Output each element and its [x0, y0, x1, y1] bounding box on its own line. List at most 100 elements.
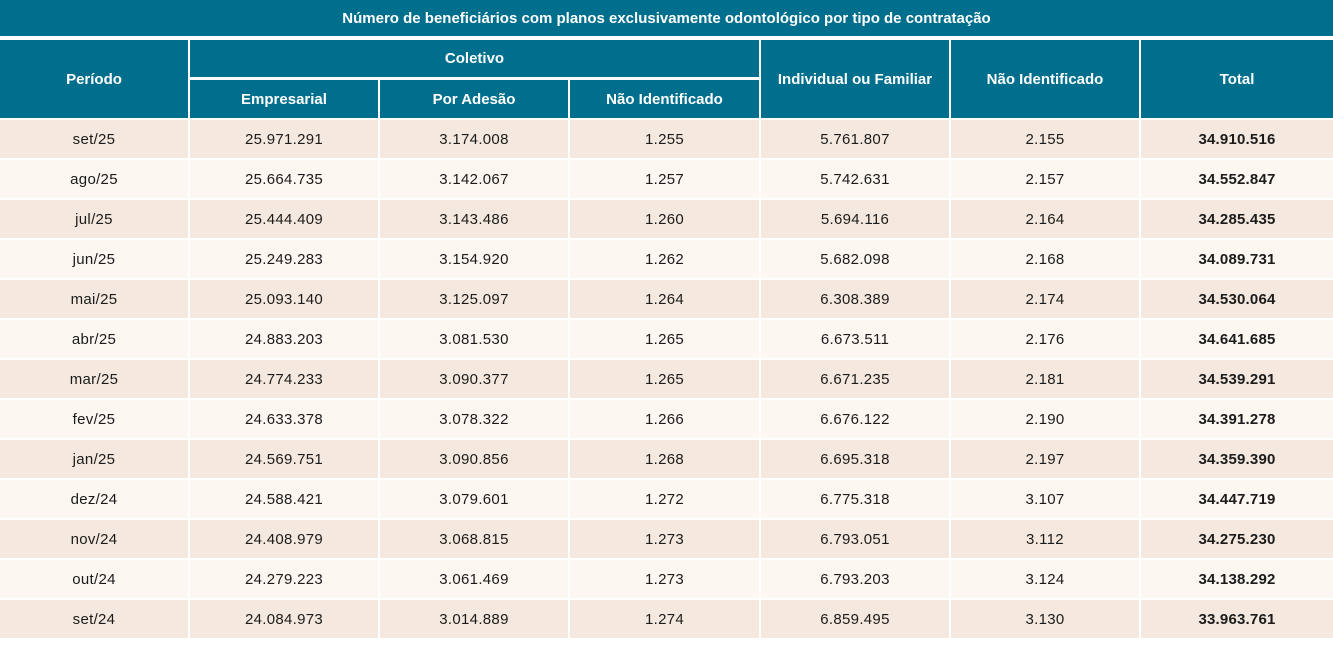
- cell-coletivo-empresarial: 24.084.973: [190, 600, 380, 640]
- cell-coletivo-nao-identificado: 1.257: [570, 160, 761, 200]
- col-header-coletivo-por-adesao: Por Adesão: [380, 80, 570, 120]
- cell-nao-identificado: 2.174: [951, 280, 1141, 320]
- table-row: out/24 24.279.223 3.061.469 1.273 6.793.203 3…: [0, 560, 1333, 600]
- cell-period: fev/25: [0, 400, 190, 440]
- table-row: ago/25 25.664.735 3.142.067 1.257 5.742.631 2…: [0, 160, 1333, 200]
- cell-coletivo-nao-identificado: 1.255: [570, 120, 761, 160]
- cell-total: 34.359.390: [1141, 440, 1333, 480]
- cell-coletivo-empresarial: 25.093.140: [190, 280, 380, 320]
- cell-total: 34.285.435: [1141, 200, 1333, 240]
- col-header-coletivo-group: Coletivo: [190, 40, 761, 80]
- cell-period: mai/25: [0, 280, 190, 320]
- cell-period: mar/25: [0, 360, 190, 400]
- cell-coletivo-empresarial: 24.774.233: [190, 360, 380, 400]
- cell-total: 34.275.230: [1141, 520, 1333, 560]
- cell-coletivo-nao-identificado: 1.272: [570, 480, 761, 520]
- cell-total: 33.963.761: [1141, 600, 1333, 640]
- cell-coletivo-por-adesao: 3.061.469: [380, 560, 570, 600]
- cell-coletivo-por-adesao: 3.142.067: [380, 160, 570, 200]
- cell-nao-identificado: 3.107: [951, 480, 1141, 520]
- cell-total: 34.391.278: [1141, 400, 1333, 440]
- cell-coletivo-nao-identificado: 1.265: [570, 320, 761, 360]
- cell-nao-identificado: 2.168: [951, 240, 1141, 280]
- title-row: Número de beneficiários com planos exclu…: [0, 0, 1333, 40]
- cell-individual-ou-familiar: 6.308.389: [761, 280, 951, 320]
- cell-nao-identificado: 2.155: [951, 120, 1141, 160]
- cell-coletivo-por-adesao: 3.014.889: [380, 600, 570, 640]
- cell-total: 34.530.064: [1141, 280, 1333, 320]
- cell-period: dez/24: [0, 480, 190, 520]
- cell-coletivo-empresarial: 25.444.409: [190, 200, 380, 240]
- table-body: set/25 25.971.291 3.174.008 1.255 5.761.807 2…: [0, 120, 1333, 640]
- cell-coletivo-empresarial: 25.971.291: [190, 120, 380, 160]
- cell-coletivo-empresarial: 24.588.421: [190, 480, 380, 520]
- cell-coletivo-nao-identificado: 1.260: [570, 200, 761, 240]
- cell-total: 34.641.685: [1141, 320, 1333, 360]
- cell-individual-ou-familiar: 6.775.318: [761, 480, 951, 520]
- cell-nao-identificado: 3.130: [951, 600, 1141, 640]
- cell-total: 34.447.719: [1141, 480, 1333, 520]
- cell-individual-ou-familiar: 6.673.511: [761, 320, 951, 360]
- cell-coletivo-por-adesao: 3.078.322: [380, 400, 570, 440]
- cell-total: 34.552.847: [1141, 160, 1333, 200]
- table-row: set/25 25.971.291 3.174.008 1.255 5.761.807 2…: [0, 120, 1333, 160]
- cell-individual-ou-familiar: 6.859.495: [761, 600, 951, 640]
- table-row: jan/25 24.569.751 3.090.856 1.268 6.695.318 2…: [0, 440, 1333, 480]
- cell-coletivo-por-adesao: 3.125.097: [380, 280, 570, 320]
- cell-individual-ou-familiar: 6.793.203: [761, 560, 951, 600]
- table-row: abr/25 24.883.203 3.081.530 1.265 6.673.511 2…: [0, 320, 1333, 360]
- cell-nao-identificado: 2.157: [951, 160, 1141, 200]
- cell-nao-identificado: 2.190: [951, 400, 1141, 440]
- table-row: set/24 24.084.973 3.014.889 1.274 6.859.495 3…: [0, 600, 1333, 640]
- cell-period: ago/25: [0, 160, 190, 200]
- table-row: mai/25 25.093.140 3.125.097 1.264 6.308.389 2…: [0, 280, 1333, 320]
- cell-nao-identificado: 3.112: [951, 520, 1141, 560]
- col-header-coletivo-nao-identificado: Não Identificado: [570, 80, 761, 120]
- cell-period: out/24: [0, 560, 190, 600]
- cell-coletivo-empresarial: 24.279.223: [190, 560, 380, 600]
- table-row: mar/25 24.774.233 3.090.377 1.265 6.671.235 2…: [0, 360, 1333, 400]
- cell-total: 34.910.516: [1141, 120, 1333, 160]
- cell-individual-ou-familiar: 5.682.098: [761, 240, 951, 280]
- col-header-nao-identificado: Não Identificado: [951, 40, 1141, 120]
- table-row: nov/24 24.408.979 3.068.815 1.273 6.793.051 3…: [0, 520, 1333, 560]
- table-row: dez/24 24.588.421 3.079.601 1.272 6.775.318 3…: [0, 480, 1333, 520]
- cell-coletivo-empresarial: 24.408.979: [190, 520, 380, 560]
- cell-total: 34.539.291: [1141, 360, 1333, 400]
- table-title: Número de beneficiários com planos exclu…: [0, 0, 1333, 40]
- cell-coletivo-por-adesao: 3.174.008: [380, 120, 570, 160]
- cell-coletivo-nao-identificado: 1.273: [570, 520, 761, 560]
- cell-individual-ou-familiar: 6.793.051: [761, 520, 951, 560]
- cell-coletivo-por-adesao: 3.079.601: [380, 480, 570, 520]
- cell-coletivo-empresarial: 25.249.283: [190, 240, 380, 280]
- cell-period: set/25: [0, 120, 190, 160]
- cell-nao-identificado: 3.124: [951, 560, 1141, 600]
- cell-individual-ou-familiar: 6.671.235: [761, 360, 951, 400]
- cell-coletivo-nao-identificado: 1.273: [570, 560, 761, 600]
- col-header-individual-ou-familiar: Individual ou Familiar: [761, 40, 951, 120]
- cell-period: jan/25: [0, 440, 190, 480]
- cell-total: 34.138.292: [1141, 560, 1333, 600]
- cell-coletivo-nao-identificado: 1.262: [570, 240, 761, 280]
- cell-individual-ou-familiar: 5.694.116: [761, 200, 951, 240]
- cell-period: set/24: [0, 600, 190, 640]
- cell-coletivo-empresarial: 24.633.378: [190, 400, 380, 440]
- cell-period: jul/25: [0, 200, 190, 240]
- cell-coletivo-nao-identificado: 1.274: [570, 600, 761, 640]
- cell-nao-identificado: 2.176: [951, 320, 1141, 360]
- cell-total: 34.089.731: [1141, 240, 1333, 280]
- header-row-groups: Período Coletivo Individual ou Familiar …: [0, 40, 1333, 120]
- cell-individual-ou-familiar: 5.742.631: [761, 160, 951, 200]
- cell-coletivo-empresarial: 25.664.735: [190, 160, 380, 200]
- col-header-coletivo-empresarial: Empresarial: [190, 80, 380, 120]
- table-row: jul/25 25.444.409 3.143.486 1.260 5.694.116 2…: [0, 200, 1333, 240]
- cell-coletivo-empresarial: 24.569.751: [190, 440, 380, 480]
- cell-coletivo-nao-identificado: 1.265: [570, 360, 761, 400]
- cell-coletivo-por-adesao: 3.090.856: [380, 440, 570, 480]
- cell-coletivo-por-adesao: 3.090.377: [380, 360, 570, 400]
- table-row: fev/25 24.633.378 3.078.322 1.266 6.676.122 2…: [0, 400, 1333, 440]
- cell-coletivo-nao-identificado: 1.268: [570, 440, 761, 480]
- cell-nao-identificado: 2.197: [951, 440, 1141, 480]
- cell-coletivo-nao-identificado: 1.264: [570, 280, 761, 320]
- col-header-periodo: Período: [0, 40, 190, 120]
